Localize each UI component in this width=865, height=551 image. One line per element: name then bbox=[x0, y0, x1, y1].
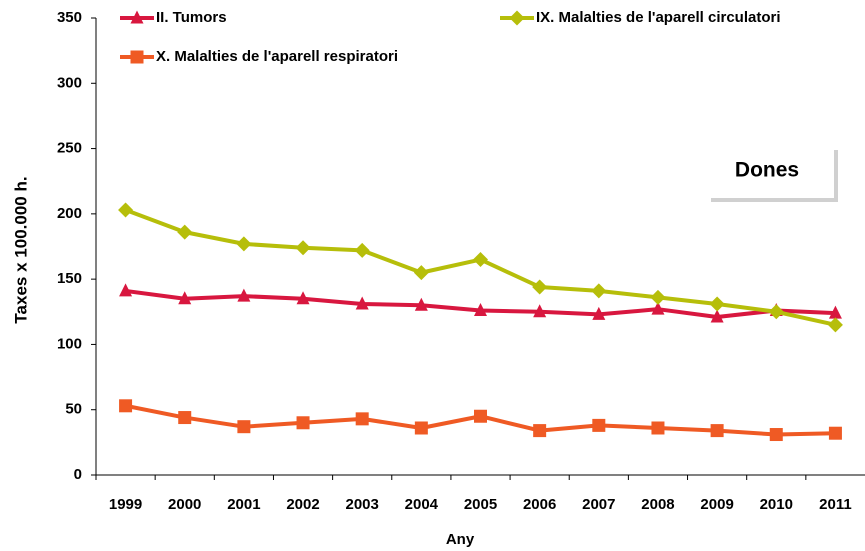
data-point bbox=[296, 416, 310, 430]
legend-marker bbox=[130, 50, 144, 64]
data-point bbox=[414, 421, 428, 435]
x-tick-label: 2010 bbox=[760, 496, 793, 513]
data-point bbox=[651, 421, 665, 435]
x-tick-label: 2002 bbox=[286, 496, 319, 513]
annotation-box bbox=[707, 146, 838, 202]
data-point bbox=[827, 317, 843, 333]
data-point bbox=[474, 302, 487, 316]
data-point bbox=[828, 305, 842, 319]
data-point bbox=[237, 420, 251, 434]
data-point bbox=[178, 291, 192, 305]
y-tick-label: 50 bbox=[65, 401, 82, 418]
data-point bbox=[178, 411, 192, 425]
data-point bbox=[119, 283, 133, 297]
y-axis-label: Taxes x 100.000 h. bbox=[11, 176, 30, 323]
data-point bbox=[710, 424, 724, 438]
y-tick-label: 300 bbox=[57, 74, 82, 91]
y-tick-label: 350 bbox=[57, 9, 82, 26]
x-tick-label: 2006 bbox=[523, 496, 556, 513]
x-tick-label: 1999 bbox=[109, 496, 142, 513]
data-point bbox=[474, 409, 487, 423]
legend-label: IX. Malalties de l'aparell circulatori bbox=[536, 9, 781, 26]
y-tick-label: 250 bbox=[57, 140, 82, 157]
data-point bbox=[414, 297, 428, 311]
data-point bbox=[651, 301, 665, 315]
legend-marker bbox=[509, 10, 525, 26]
data-point bbox=[413, 265, 429, 281]
y-tick-label: 100 bbox=[57, 335, 82, 352]
data-point bbox=[650, 289, 666, 305]
x-tick-label: 2011 bbox=[819, 496, 852, 513]
x-tick-label: 2001 bbox=[227, 496, 260, 513]
x-tick-label: 2008 bbox=[641, 496, 674, 513]
y-tick-label: 200 bbox=[57, 205, 82, 222]
data-point bbox=[237, 288, 251, 302]
annotation: Dones bbox=[735, 159, 799, 182]
data-point bbox=[592, 306, 606, 320]
data-point bbox=[768, 304, 784, 320]
legend-label: II. Tumors bbox=[156, 9, 227, 26]
x-tick-label: 2003 bbox=[346, 496, 379, 513]
x-tick-label: 2007 bbox=[582, 496, 615, 513]
data-point bbox=[710, 309, 724, 323]
data-point bbox=[769, 428, 783, 442]
data-point bbox=[295, 240, 311, 256]
data-point bbox=[119, 399, 133, 413]
data-point bbox=[591, 283, 607, 299]
data-point bbox=[709, 296, 725, 312]
data-point bbox=[532, 279, 548, 295]
data-point bbox=[473, 252, 488, 268]
x-tick-label: 2000 bbox=[168, 496, 201, 513]
y-tick-label: 150 bbox=[57, 270, 82, 287]
x-tick-label: 2004 bbox=[405, 496, 439, 513]
data-point bbox=[355, 412, 369, 426]
data-point bbox=[592, 418, 606, 432]
data-point bbox=[354, 242, 370, 258]
x-tick-label: 2009 bbox=[700, 496, 733, 513]
y-tick-label: 0 bbox=[74, 466, 82, 483]
data-point bbox=[355, 296, 369, 310]
x-axis-label: Any bbox=[446, 531, 475, 548]
legend-label: X. Malalties de l'aparell respiratori bbox=[156, 48, 398, 65]
data-point bbox=[118, 202, 134, 218]
data-point bbox=[236, 236, 252, 252]
x-tick-label: 2005 bbox=[464, 496, 497, 513]
data-point bbox=[533, 424, 547, 438]
data-point bbox=[533, 304, 547, 318]
data-point bbox=[828, 426, 842, 440]
data-point bbox=[296, 291, 310, 305]
data-point bbox=[177, 224, 193, 240]
legend-marker bbox=[130, 10, 144, 24]
